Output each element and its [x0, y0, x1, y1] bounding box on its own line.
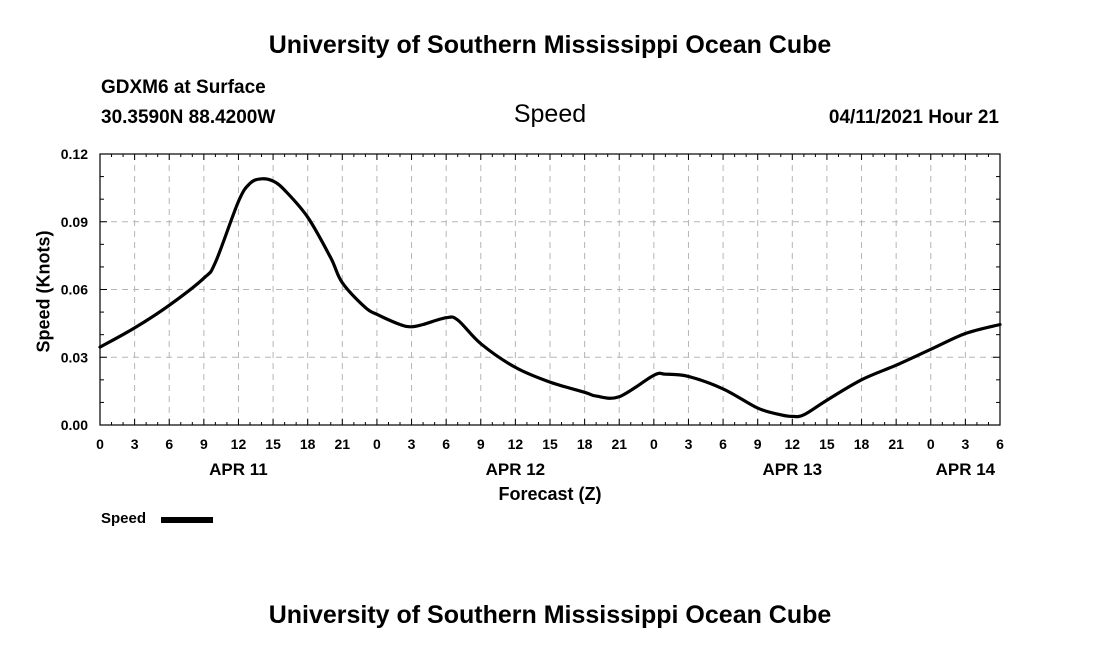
chart-title-top: University of Southern Mississippi Ocean…: [268, 31, 832, 59]
x-tick-label: 9: [754, 436, 762, 452]
x-tick-label: 21: [888, 436, 904, 452]
y-tick-label: 0.12: [61, 146, 88, 162]
x-tick-label: 12: [508, 436, 524, 452]
grid-lines: [100, 154, 1000, 425]
x-tick-label: 0: [650, 436, 658, 452]
x-tick-label: 3: [685, 436, 693, 452]
y-tick-label: 0.09: [61, 214, 88, 230]
x-tick-label: 9: [477, 436, 485, 452]
date-labels: APR 11 APR 12 APR 13 APR 14: [209, 460, 996, 479]
date-label: APR 11: [209, 460, 268, 479]
x-tick-label: 15: [265, 436, 281, 452]
legend-label: Speed: [101, 510, 147, 527]
x-tick-label: 0: [96, 436, 104, 452]
x-tick-label: 15: [819, 436, 835, 452]
y-tick-label: 0.06: [61, 282, 88, 298]
x-tick-label: 21: [611, 436, 627, 452]
axis-ticks: [99, 153, 1001, 426]
x-tick-label: 6: [165, 436, 173, 452]
date-label: APR 14: [936, 460, 996, 479]
x-tick-label: 18: [577, 436, 593, 452]
x-tick-label: 12: [785, 436, 801, 452]
x-tick-label: 0: [373, 436, 381, 452]
forecast-datetime: 04/11/2021 Hour 21: [828, 107, 999, 128]
coordinates-label: 30.3590N 88.4200W: [101, 107, 276, 128]
x-tick-label: 6: [719, 436, 727, 452]
y-tick-labels: 0.00 0.03 0.06 0.09 0.12: [61, 146, 88, 433]
y-tick-label: 0.00: [61, 417, 88, 433]
x-tick-labels: 0 3 6 9 12 15 18 21 0 3 6 9 12 15 18 21 0 3 6 9 12 15 18 21 0 3 6: [96, 436, 1004, 452]
date-label: APR 13: [763, 460, 823, 479]
chart-title-bottom: University of Southern Mississippi Ocean…: [268, 601, 832, 629]
x-tick-label: 6: [442, 436, 450, 452]
x-tick-label: 6: [996, 436, 1004, 452]
date-label: APR 12: [486, 460, 546, 479]
legend-swatch: [161, 517, 213, 523]
x-tick-label: 18: [854, 436, 870, 452]
x-axis-label: Forecast (Z): [498, 484, 601, 504]
x-tick-label: 0: [927, 436, 935, 452]
x-tick-label: 18: [300, 436, 316, 452]
station-label: GDXM6 at Surface: [101, 77, 266, 98]
x-tick-label: 21: [335, 436, 351, 452]
x-tick-label: 12: [231, 436, 247, 452]
x-tick-label: 15: [542, 436, 558, 452]
variable-title: Speed: [513, 100, 587, 128]
y-tick-label: 0.03: [61, 349, 88, 365]
y-axis-label: Speed (Knots): [33, 230, 53, 352]
x-tick-label: 3: [961, 436, 969, 452]
x-tick-label: 3: [131, 436, 139, 452]
speed-series-line: [98, 177, 1002, 419]
x-tick-label: 9: [200, 436, 208, 452]
x-tick-label: 3: [408, 436, 416, 452]
